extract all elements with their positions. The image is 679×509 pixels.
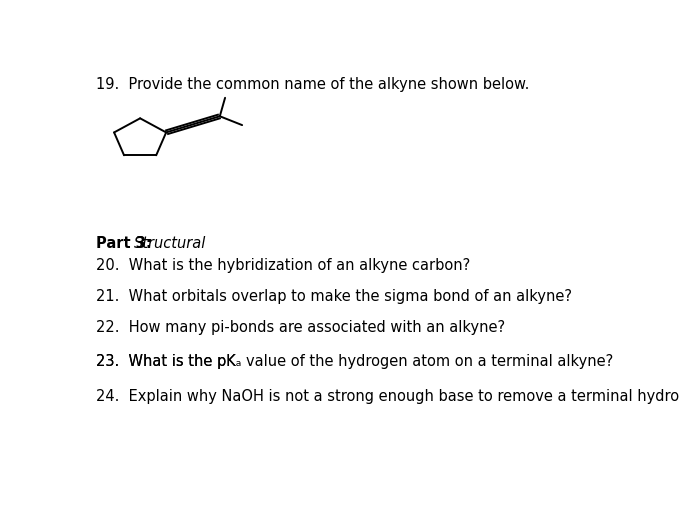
Text: 19.  Provide the common name of the alkyne shown below.: 19. Provide the common name of the alkyn… bbox=[96, 77, 530, 92]
Text: Part 3:: Part 3: bbox=[96, 236, 152, 250]
Text: 20.  What is the hybridization of an alkyne carbon?: 20. What is the hybridization of an alky… bbox=[96, 257, 471, 272]
Text: 21.  What orbitals overlap to make the sigma bond of an alkyne?: 21. What orbitals overlap to make the si… bbox=[96, 289, 572, 303]
Text: 22.  How many pi-bonds are associated with an alkyne?: 22. How many pi-bonds are associated wit… bbox=[96, 320, 506, 335]
Text: 24.  Explain why NaOH is not a strong enough base to remove a terminal hydrogen : 24. Explain why NaOH is not a strong eno… bbox=[96, 388, 679, 403]
Text: 23.  What is the pKₐ value of the hydrogen atom on a terminal alkyne?: 23. What is the pKₐ value of the hydroge… bbox=[96, 353, 614, 368]
Text: 23.  What is the pK: 23. What is the pK bbox=[96, 353, 236, 368]
Text: Structural: Structural bbox=[134, 236, 206, 250]
